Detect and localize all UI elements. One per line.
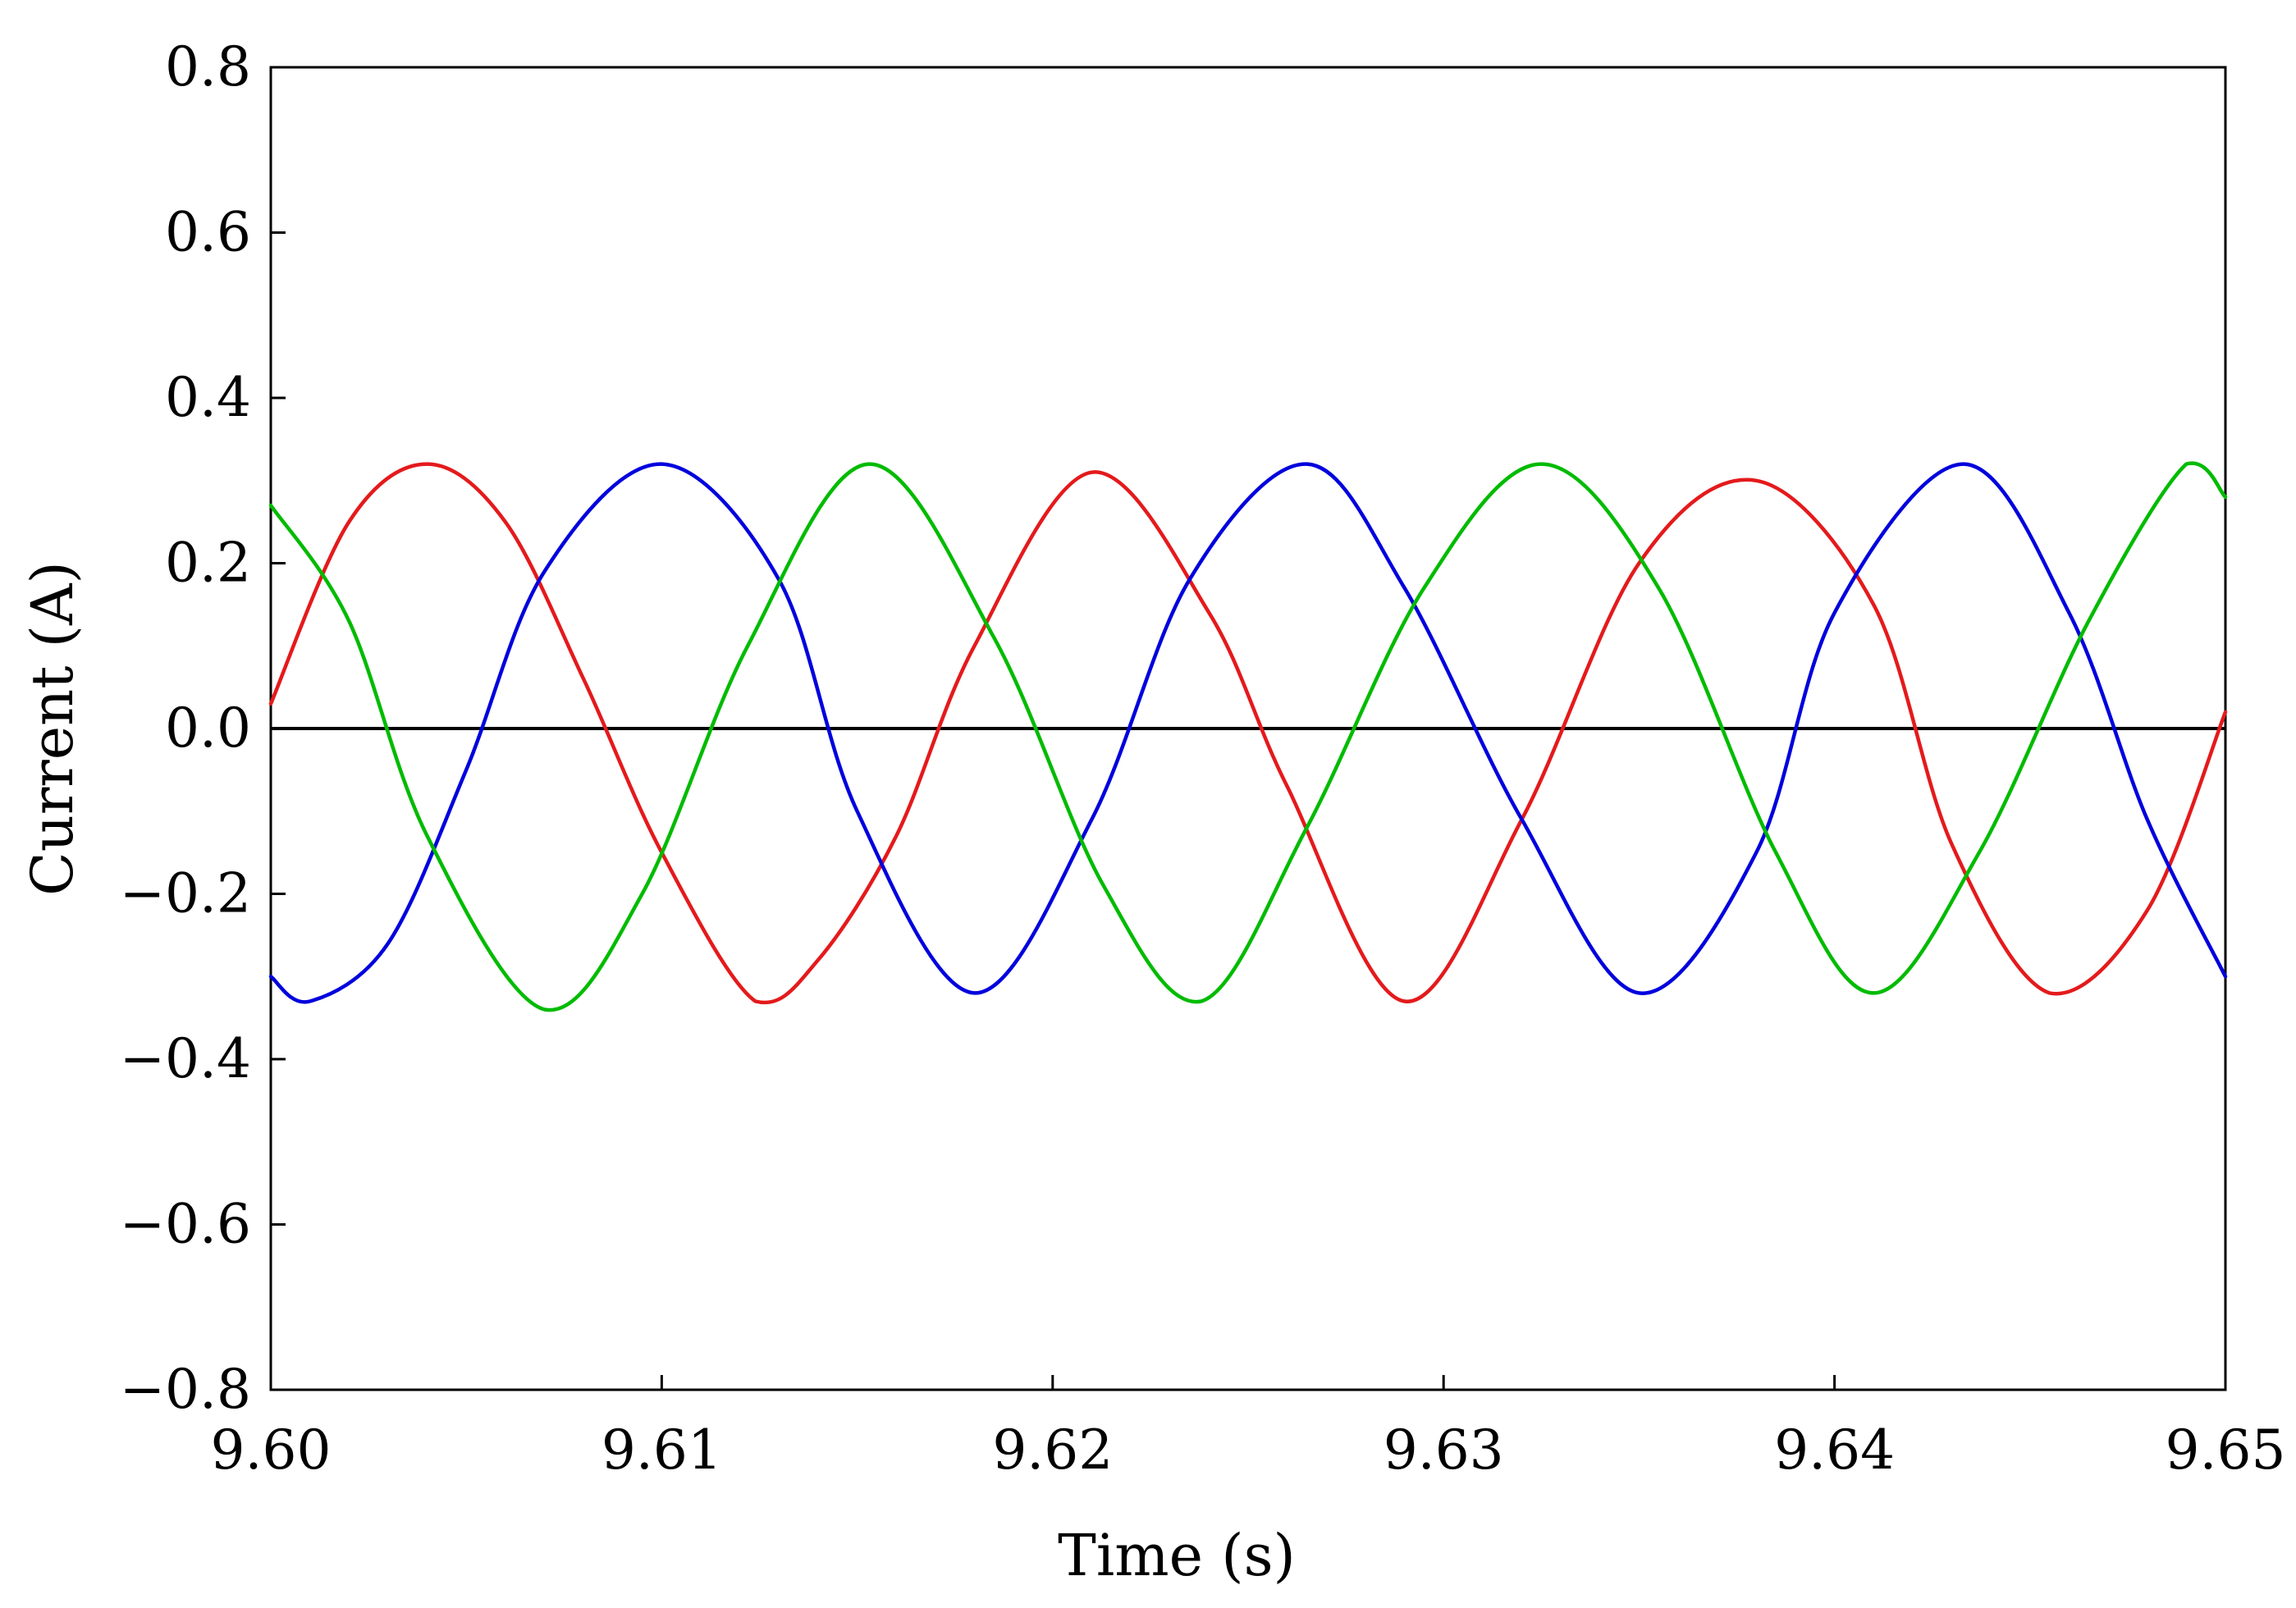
- x-axis-title: Time (s): [1058, 1522, 1296, 1589]
- y-tick-label: 0.0: [165, 697, 251, 760]
- x-tick-label: 9.60: [211, 1418, 332, 1482]
- series-line-1: [268, 462, 2228, 1005]
- x-tick-label: 9.63: [1384, 1418, 1504, 1482]
- y-tick-label: 0.6: [165, 201, 251, 264]
- x-axis-ticks: 9.60 9.61 9.62 9.63 9.64 9.65: [211, 1375, 2286, 1482]
- y-axis-ticks: 0.8 0.6 0.4 0.2 0.0 −0.2 −0.4 −0.6 −0.8: [120, 35, 286, 1421]
- y-tick-label: −0.6: [120, 1193, 251, 1256]
- x-tick-label: 9.62: [992, 1418, 1113, 1482]
- series-line-2: [268, 462, 2228, 1004]
- y-tick-label: 0.2: [165, 532, 251, 595]
- x-tick-label: 9.61: [601, 1418, 722, 1482]
- x-tick-label: 9.64: [1774, 1418, 1895, 1482]
- y-axis-title: Current (A): [19, 561, 86, 896]
- series-layer: [268, 461, 2228, 1012]
- y-tick-label: −0.2: [120, 862, 251, 925]
- y-tick-label: 0.8: [165, 35, 251, 98]
- y-tick-label: −0.8: [120, 1358, 251, 1421]
- series-line-3: [268, 461, 2228, 1012]
- x-tick-label: 9.65: [2166, 1418, 2286, 1482]
- y-tick-label: 0.4: [165, 366, 251, 429]
- y-tick-label: −0.4: [120, 1027, 251, 1090]
